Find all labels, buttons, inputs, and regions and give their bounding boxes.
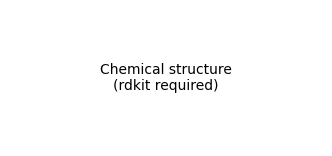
Text: Chemical structure
(rdkit required): Chemical structure (rdkit required): [100, 63, 232, 93]
